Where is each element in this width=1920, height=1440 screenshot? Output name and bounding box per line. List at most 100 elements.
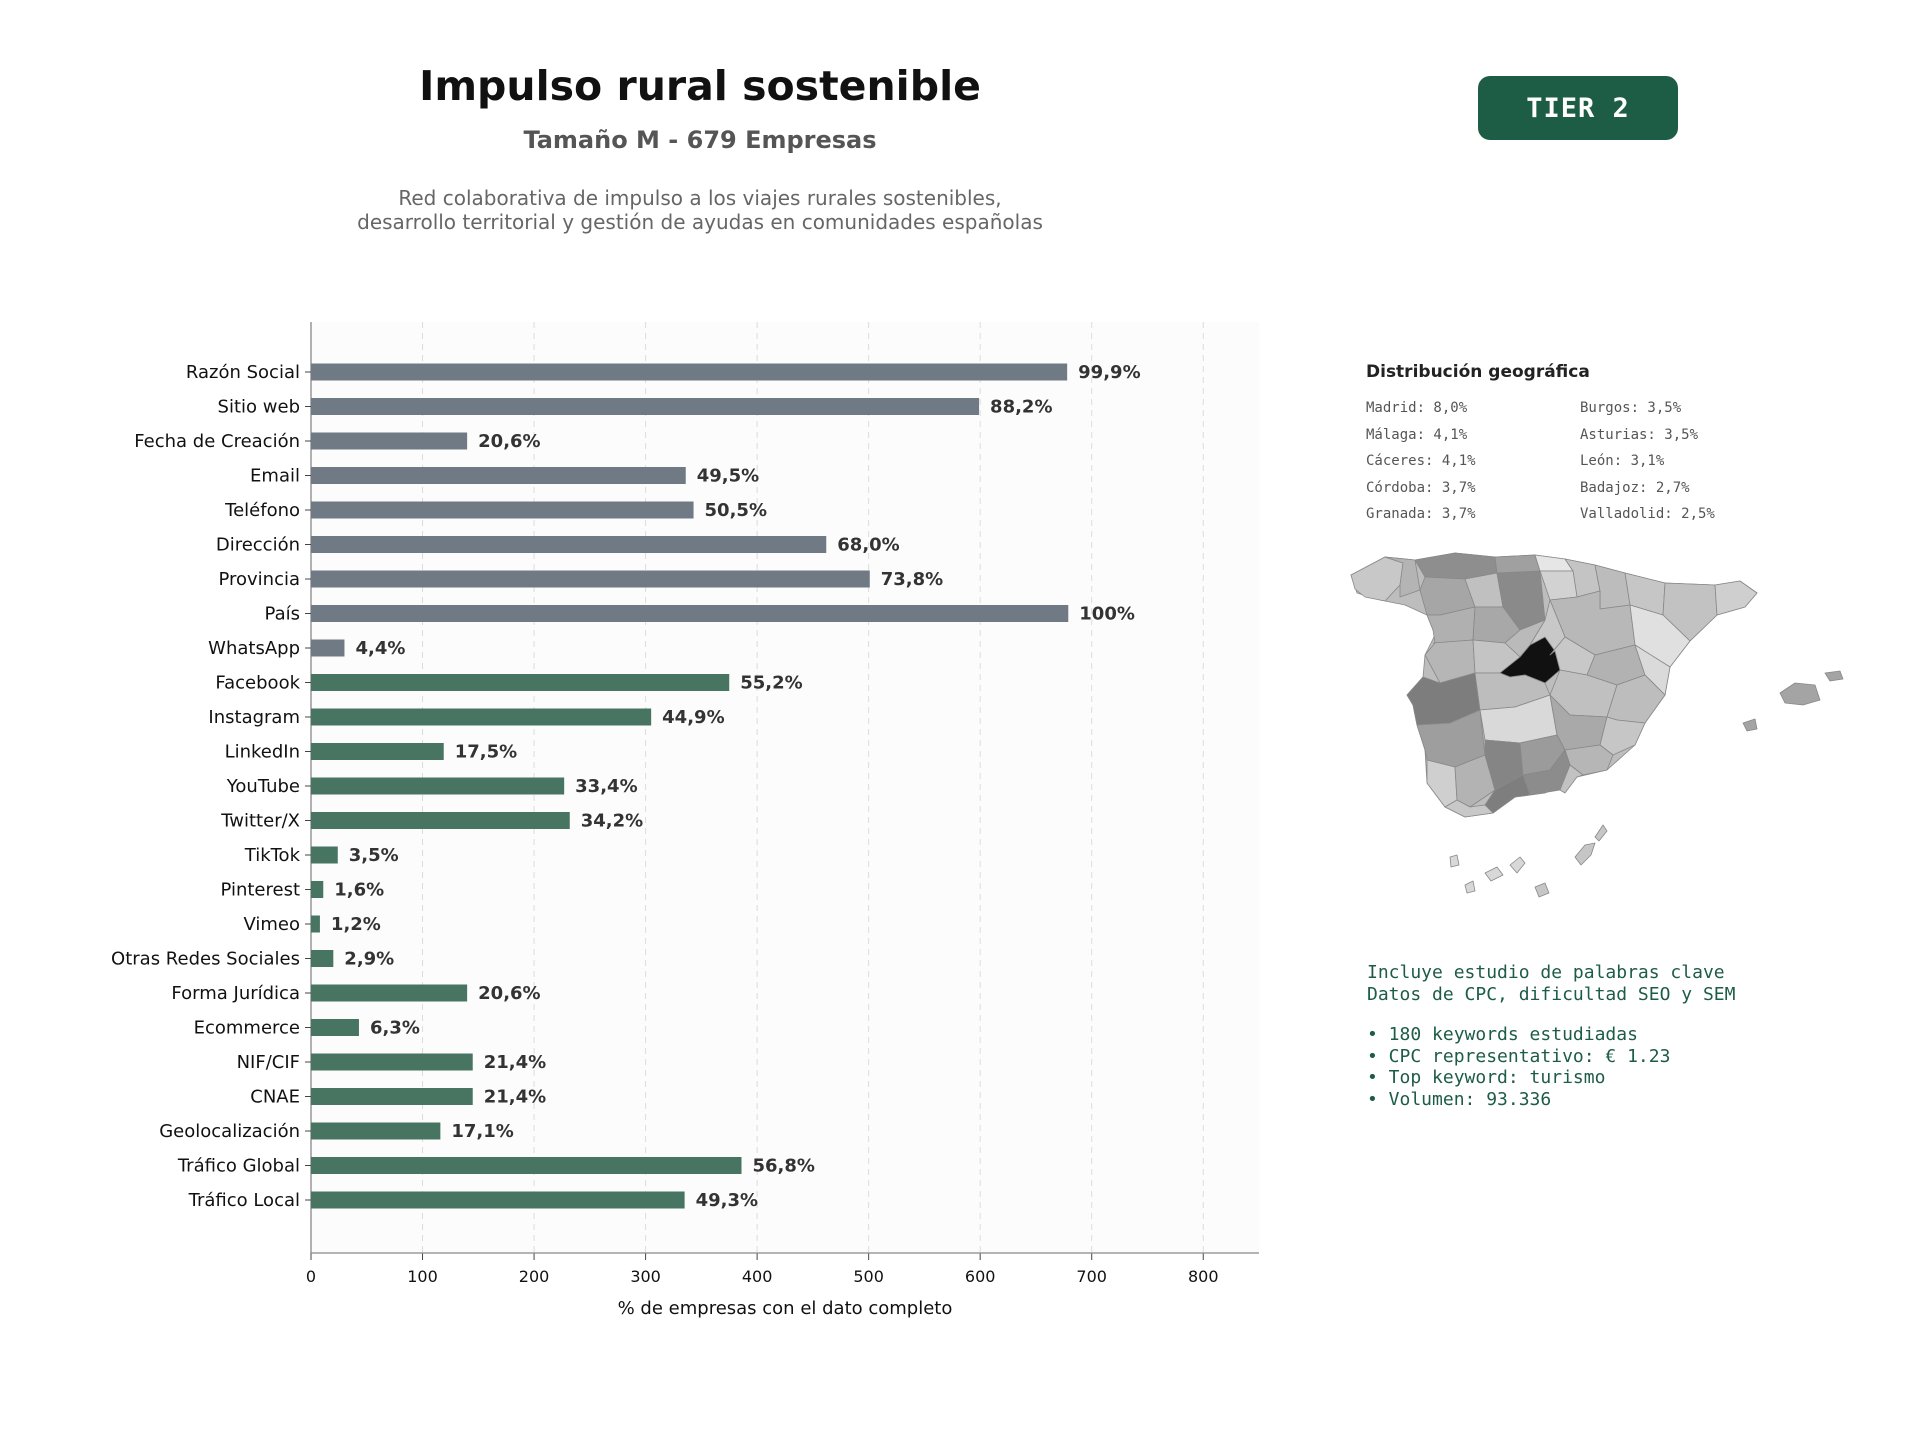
- data-label: 21,4%: [484, 1087, 546, 1108]
- category-label: Otras Redes Sociales: [111, 949, 300, 970]
- category-label: Fecha de Creación: [134, 431, 300, 452]
- category-label: Twitter/X: [220, 811, 300, 832]
- spain-province-map: [1350, 552, 1844, 898]
- geo-item: Cáceres: 4,1%: [1366, 453, 1476, 469]
- data-label: 49,3%: [696, 1190, 758, 1211]
- bar: [311, 363, 1068, 381]
- bar: [311, 1088, 473, 1105]
- bar: [311, 881, 324, 898]
- category-label: País: [265, 604, 300, 625]
- x-tick-label: 0: [306, 1267, 316, 1286]
- data-label: 1,2%: [331, 914, 381, 935]
- data-label: 68,0%: [837, 535, 899, 556]
- province-huelva: [1426, 759, 1458, 808]
- data-label: 6,3%: [370, 1018, 420, 1039]
- data-label: 20,6%: [478, 983, 540, 1004]
- data-label: 50,5%: [705, 500, 767, 521]
- x-tick-label: 400: [742, 1267, 773, 1286]
- geo-item: Málaga: 4,1%: [1366, 426, 1468, 443]
- keyword-line-2: Datos de CPC, dificultad SEO y SEM: [1367, 983, 1736, 1005]
- x-tick-label: 600: [965, 1267, 996, 1286]
- bar: [311, 1053, 473, 1071]
- x-tick-label: 800: [1188, 1267, 1219, 1286]
- keyword-bullet: • Volumen: 93.336: [1367, 1088, 1552, 1110]
- keyword-line-1: Incluye estudio de palabras clave: [1367, 962, 1725, 983]
- province-almeria: [1559, 764, 1584, 794]
- category-label: TikTok: [244, 845, 301, 866]
- bar: [311, 1157, 742, 1174]
- category-label: LinkedIn: [225, 742, 300, 763]
- bar: [311, 639, 345, 657]
- category-label: Pinterest: [220, 880, 300, 901]
- category-label: Instagram: [208, 707, 300, 728]
- category-label: Facebook: [215, 673, 300, 694]
- x-tick-label: 200: [519, 1267, 550, 1286]
- bar: [311, 536, 827, 553]
- province-alicante: [1599, 716, 1646, 756]
- bar: [311, 570, 870, 588]
- data-label: 3,5%: [349, 845, 399, 866]
- geo-row: Cáceres: 4,1% León: 3,1%: [1366, 453, 1766, 480]
- x-tick-label: 100: [407, 1267, 438, 1286]
- province-canarias-west: [1449, 854, 1526, 894]
- province-canarias-east: [1534, 824, 1608, 898]
- geo-list: Madrid: 8,0% Burgos: 3,5% Málaga: 4,1% Ast…: [1366, 400, 1766, 533]
- data-label: 20,6%: [478, 431, 540, 452]
- bar: [311, 984, 468, 1002]
- bar: [311, 846, 338, 864]
- data-label: 34,2%: [581, 811, 643, 832]
- bar: [311, 1019, 359, 1036]
- bar: [311, 501, 694, 519]
- data-label: 2,9%: [344, 949, 394, 970]
- page-title: Impulso rural sostenible: [419, 62, 981, 110]
- keyword-bullet: • 180 keywords estudiadas: [1367, 1024, 1638, 1045]
- geo-item: Burgos: 3,5%: [1580, 400, 1682, 416]
- bar: [311, 915, 320, 933]
- keyword-study-box: Incluye estudio de palabras clave Datos …: [1367, 962, 1735, 1110]
- data-label: 1,6%: [334, 880, 384, 901]
- category-label: Email: [250, 466, 300, 487]
- geo-item: Valladolid: 2,5%: [1580, 506, 1715, 522]
- x-tick-label: 300: [630, 1267, 661, 1286]
- page-subtitle: Tamaño M - 679 Empresas: [523, 126, 877, 154]
- category-label: Forma Jurídica: [171, 983, 300, 1004]
- category-label: Vimeo: [243, 914, 300, 935]
- bar: [311, 950, 334, 967]
- bar: [311, 812, 570, 829]
- bar: [311, 432, 468, 450]
- geo-item: León: 3,1%: [1580, 453, 1665, 469]
- page-description: Red colaborativa de impulso a los viajes…: [300, 186, 1100, 234]
- data-label: 17,1%: [451, 1121, 513, 1142]
- province-cadiz: [1444, 799, 1494, 818]
- category-label: Razón Social: [186, 362, 300, 383]
- category-label: Provincia: [218, 569, 300, 590]
- category-label: Geolocalización: [159, 1121, 300, 1142]
- description-line-1: Red colaborativa de impulso a los viajes…: [398, 186, 1002, 210]
- province-sevilla: [1454, 754, 1496, 808]
- data-label: 88,2%: [990, 397, 1052, 418]
- bar: [311, 467, 686, 484]
- geo-row: Granada: 3,7% Valladolid: 2,5%: [1366, 506, 1766, 533]
- data-label: 100%: [1079, 604, 1135, 625]
- data-label: 99,9%: [1078, 362, 1140, 383]
- geo-item: Asturias: 3,5%: [1580, 426, 1699, 443]
- x-axis-title: % de empresas con el dato completo: [618, 1298, 953, 1319]
- category-label: YouTube: [226, 776, 300, 797]
- category-label: Sitio web: [218, 397, 300, 418]
- data-label: 4,4%: [355, 638, 405, 659]
- geo-row: Córdoba: 3,7% Badajoz: 2,7%: [1366, 480, 1766, 507]
- category-label: WhatsApp: [208, 638, 300, 659]
- bar: [311, 1122, 441, 1140]
- geo-item: Badajoz: 2,7%: [1580, 479, 1690, 496]
- geo-title: Distribución geográfica: [1366, 362, 1590, 382]
- data-label: 56,8%: [753, 1156, 815, 1177]
- bar: [311, 743, 444, 760]
- tier-badge: TIER 2: [1478, 76, 1678, 140]
- category-label: NIF/CIF: [237, 1052, 300, 1073]
- bar: [311, 605, 1069, 622]
- geo-row: Málaga: 4,1% Asturias: 3,5%: [1366, 427, 1766, 454]
- bar-chart: 0 100 200 300 400 500 600 700 800 Razón Social 99,…: [111, 322, 1259, 1319]
- description-line-2: desarrollo territorial y gestión de ayud…: [357, 210, 1043, 234]
- data-label: 44,9%: [662, 707, 724, 728]
- x-tick-label: 700: [1076, 1267, 1107, 1286]
